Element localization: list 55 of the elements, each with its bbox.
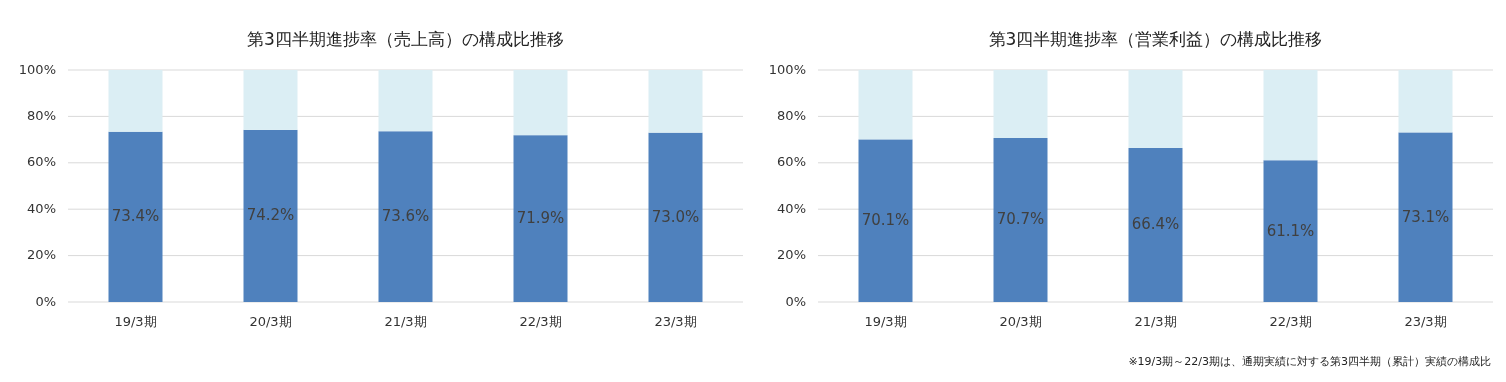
bar xyxy=(1263,160,1318,302)
x-tick-label: 23/3期 xyxy=(1404,314,1447,329)
y-tick-label: 80% xyxy=(777,107,806,123)
bar xyxy=(858,139,913,302)
data-label: 70.1% xyxy=(861,211,910,230)
chart-title: 第3四半期進捗率（売上高）の構成比推移 xyxy=(247,29,564,49)
x-tick-label: 19/3期 xyxy=(114,314,157,329)
y-tick-label: 100% xyxy=(768,61,806,77)
chart-title: 第3四半期進捗率（営業利益）の構成比推移 xyxy=(988,29,1323,49)
y-tick-label: 60% xyxy=(27,154,56,170)
text: ※19/3期～22/3期は、通期実績に対する第3四半期（累計）実績の構成比 xyxy=(1128,355,1491,368)
bar xyxy=(1398,132,1453,302)
bar xyxy=(378,70,433,132)
y-tick-label: 0% xyxy=(785,293,806,309)
y-tick-label: 40% xyxy=(777,200,806,216)
data-label: 70.7% xyxy=(996,210,1045,229)
y-tick-label: 0% xyxy=(35,293,56,309)
y-tick-label: 60% xyxy=(777,154,806,170)
y-tick-label: 20% xyxy=(27,247,56,263)
x-tick-label: 20/3期 xyxy=(999,314,1042,329)
data-label: 74.2% xyxy=(246,206,295,225)
data-label: 73.4% xyxy=(111,207,160,226)
x-tick-label: 22/3期 xyxy=(519,314,562,329)
data-label: 71.9% xyxy=(516,209,565,228)
bar xyxy=(513,135,568,302)
bar xyxy=(243,129,298,302)
bar xyxy=(1128,70,1183,148)
data-label: 73.1% xyxy=(1401,207,1450,226)
bar xyxy=(108,131,163,302)
bar xyxy=(1398,70,1453,133)
y-tick-label: 20% xyxy=(777,247,806,263)
y-tick-label: 80% xyxy=(27,107,56,123)
data-label: 73.6% xyxy=(381,207,430,226)
bar xyxy=(108,70,163,132)
data-label: 61.1% xyxy=(1266,221,1315,240)
x-tick-label: 21/3期 xyxy=(384,314,427,329)
data-label: 73.0% xyxy=(651,207,700,226)
bar xyxy=(243,70,298,130)
x-tick-label: 22/3期 xyxy=(1269,314,1312,329)
bar xyxy=(1128,147,1183,302)
x-tick-label: 19/3期 xyxy=(864,314,907,329)
x-tick-label: 21/3期 xyxy=(1134,314,1177,329)
bar xyxy=(378,131,433,302)
data-label: 66.4% xyxy=(1131,215,1180,234)
bar xyxy=(648,70,703,133)
bar xyxy=(993,137,1048,302)
bar xyxy=(993,70,1048,138)
x-tick-label: 20/3期 xyxy=(249,314,292,329)
bar xyxy=(1263,70,1318,161)
bar xyxy=(648,132,703,302)
bar xyxy=(858,70,913,140)
bar xyxy=(513,70,568,136)
y-tick-label: 100% xyxy=(18,61,56,77)
y-tick-label: 40% xyxy=(27,200,56,216)
x-tick-label: 23/3期 xyxy=(654,314,697,329)
